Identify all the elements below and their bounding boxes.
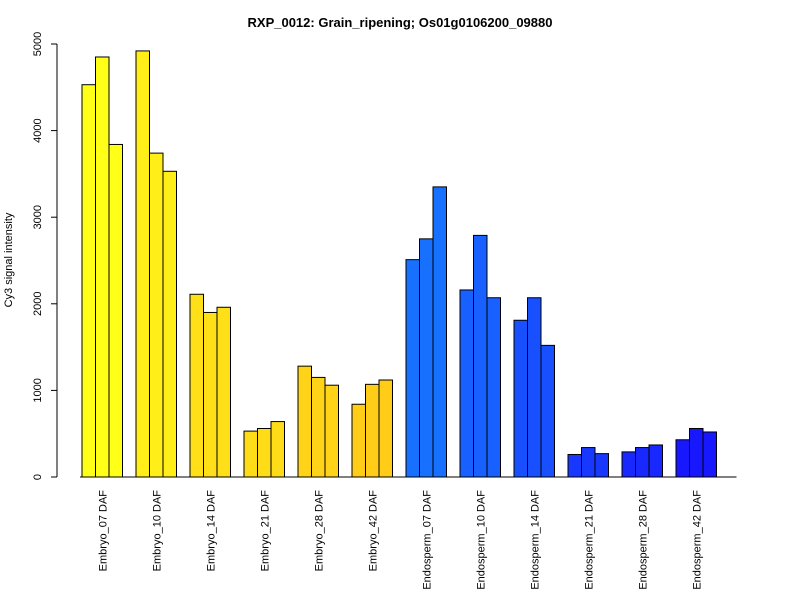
bar — [419, 238, 434, 478]
y-tick-label: 1000 — [32, 378, 44, 402]
y-axis-label: Cy3 signal intensity — [3, 212, 15, 307]
x-tick-label: Endosperm_28 DAF — [637, 490, 649, 590]
y-tick-label: 5000 — [32, 32, 44, 56]
bar — [459, 289, 474, 478]
bar — [581, 447, 596, 478]
bar — [689, 428, 704, 478]
bar — [108, 143, 123, 478]
bar — [216, 306, 231, 478]
bar — [513, 319, 528, 478]
bar — [311, 376, 326, 478]
x-tick-label: Endosperm_10 DAF — [475, 490, 487, 590]
x-tick-label: Embryo_42 DAF — [367, 490, 379, 572]
bar — [365, 383, 380, 478]
bar — [162, 170, 177, 478]
bar — [635, 447, 650, 478]
bar — [203, 311, 218, 478]
x-tick-label: Embryo_07 DAF — [97, 490, 109, 572]
bar — [432, 186, 447, 478]
bar — [594, 453, 609, 478]
bar — [702, 431, 717, 478]
x-tick-label: Embryo_28 DAF — [313, 490, 325, 572]
chart-title: RXP_0012: Grain_ripening; Os01g0106200_0… — [248, 15, 553, 30]
x-tick-label: Endosperm_14 DAF — [529, 490, 541, 590]
bar — [378, 379, 393, 478]
bar — [270, 421, 285, 478]
y-tick-label: 2000 — [32, 292, 44, 316]
bar — [324, 384, 339, 478]
bar — [81, 84, 96, 478]
bar — [149, 152, 164, 478]
y-tick-label: 4000 — [32, 118, 44, 142]
bar — [567, 453, 582, 478]
bar — [297, 365, 312, 478]
y-tick-label: 3000 — [32, 205, 44, 229]
x-tick-label: Embryo_14 DAF — [205, 490, 217, 572]
bar — [527, 297, 542, 478]
bar — [621, 451, 636, 478]
bar — [405, 259, 420, 478]
bar — [540, 344, 555, 478]
bar — [675, 439, 690, 478]
x-tick-label: Embryo_10 DAF — [151, 490, 163, 572]
bar-series — [81, 50, 717, 478]
x-axis: Embryo_07 DAF Embryo_10 DAF Embryo_14 DAF E… — [80, 476, 737, 590]
x-tick-label: Endosperm_42 DAF — [691, 490, 703, 590]
bar — [486, 297, 501, 478]
bar — [257, 428, 272, 478]
bar — [95, 56, 110, 478]
x-tick-label: Embryo_21 DAF — [259, 490, 271, 572]
y-tick-label: 0 — [32, 474, 44, 480]
x-tick-label: Endosperm_21 DAF — [583, 490, 595, 590]
bar — [473, 234, 488, 478]
bar — [189, 293, 204, 478]
y-axis: 0 1000 2000 3000 4000 5000 — [32, 32, 58, 480]
bar — [648, 444, 663, 478]
bar — [243, 430, 258, 478]
bar — [351, 403, 366, 478]
x-tick-label: Endosperm_07 DAF — [421, 490, 433, 590]
bar — [135, 50, 150, 478]
